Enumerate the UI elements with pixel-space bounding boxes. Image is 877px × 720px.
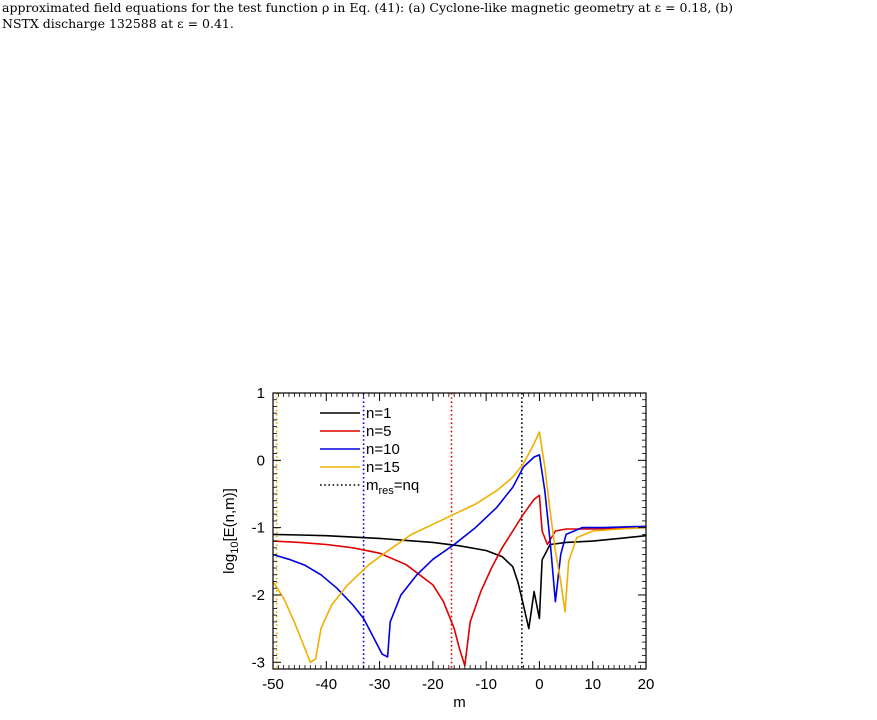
series-line-n-1 xyxy=(273,533,646,630)
resonance-lines xyxy=(275,393,523,669)
series-line-n-10 xyxy=(273,454,646,658)
legend-label: n=5 xyxy=(366,423,391,440)
legend-label: n=15 xyxy=(366,459,400,476)
x-tick-label: 20 xyxy=(638,676,655,693)
x-tick-label: -10 xyxy=(475,676,497,693)
caption-line-2: NSTX discharge 132588 at ε = 0.41. xyxy=(2,16,234,31)
x-tick-label: 10 xyxy=(584,676,601,693)
y-tick-label: -3 xyxy=(252,654,265,671)
plot-frame xyxy=(272,392,647,670)
axis-ticks: -50 -40 -30 -20 -10 0 10 20-3-2-101 xyxy=(252,385,655,693)
legend-label: mres=nq xyxy=(366,477,419,497)
y-tick-label: 0 xyxy=(257,452,265,469)
figure-caption: approximated field equations for the tes… xyxy=(0,0,877,32)
legend-label: n=1 xyxy=(366,405,391,422)
caption-line-1: approximated field equations for the tes… xyxy=(2,0,734,15)
legend-label: n=10 xyxy=(366,441,400,458)
y-tick-label: 1 xyxy=(257,385,265,402)
y-tick-label: -1 xyxy=(252,520,265,537)
y-axis-title-sub: 10 xyxy=(229,542,241,554)
y-axis-title-main: log xyxy=(221,554,238,574)
y-axis-title-rest: [E(n,m)] xyxy=(221,488,238,541)
x-tick-label: -30 xyxy=(369,676,391,693)
x-axis-title: m xyxy=(453,694,466,711)
series-line-n-15 xyxy=(273,431,646,664)
y-tick-label: -2 xyxy=(252,587,265,604)
x-tick-label: -40 xyxy=(315,676,337,693)
y-axis-title: log10[E(n,m)] xyxy=(221,488,241,574)
series-lines xyxy=(273,431,646,667)
x-tick-label: -50 xyxy=(262,676,284,693)
x-tick-label: -20 xyxy=(422,676,444,693)
series-line-n-5 xyxy=(273,494,646,667)
x-tick-label: 0 xyxy=(535,676,543,693)
